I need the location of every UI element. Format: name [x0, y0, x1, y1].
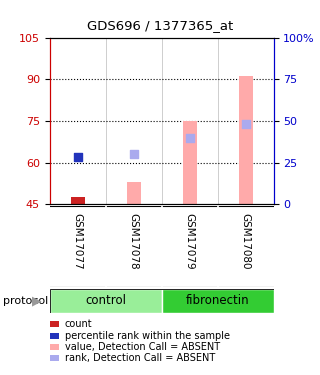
Bar — [71, 197, 84, 204]
Text: protocol: protocol — [3, 296, 48, 306]
Text: GSM17078: GSM17078 — [129, 213, 139, 269]
Text: percentile rank within the sample: percentile rank within the sample — [65, 331, 230, 340]
Text: ▶: ▶ — [32, 294, 42, 307]
Point — [243, 121, 248, 127]
Text: rank, Detection Call = ABSENT: rank, Detection Call = ABSENT — [65, 353, 215, 363]
Bar — [183, 121, 196, 204]
Text: control: control — [85, 294, 126, 307]
Text: value, Detection Call = ABSENT: value, Detection Call = ABSENT — [65, 342, 220, 352]
Text: GSM17079: GSM17079 — [185, 213, 195, 269]
Bar — [162, 289, 274, 313]
Text: GDS696 / 1377365_at: GDS696 / 1377365_at — [87, 19, 233, 32]
Text: GSM17077: GSM17077 — [73, 213, 83, 269]
Text: GSM17080: GSM17080 — [241, 213, 251, 269]
Point — [187, 135, 192, 141]
Bar — [50, 289, 162, 313]
Point — [131, 152, 136, 157]
Text: count: count — [65, 320, 92, 329]
Bar — [239, 76, 252, 204]
Bar — [127, 182, 140, 204]
Text: fibronectin: fibronectin — [186, 294, 249, 307]
Point — [75, 154, 80, 160]
